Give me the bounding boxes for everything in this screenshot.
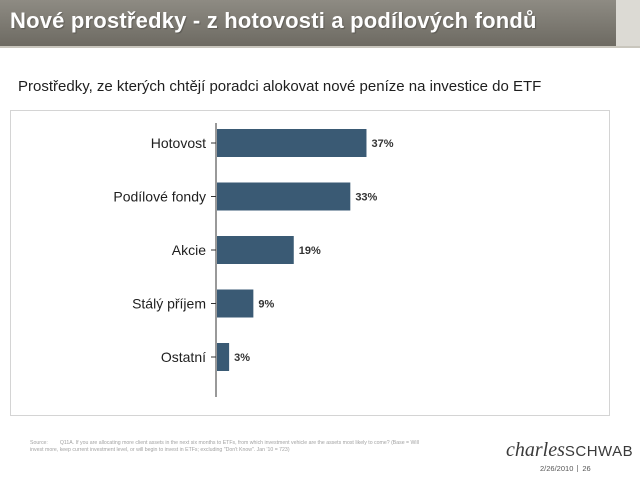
logo-script-text: charles <box>506 439 565 461</box>
page-number: 26 <box>582 464 591 473</box>
bar <box>217 129 367 157</box>
bar <box>217 236 294 264</box>
footer-meta: 2/26/2010 26 <box>540 464 591 473</box>
header-divider <box>0 46 640 48</box>
slide-header: Nové prostředky - z hotovosti a podílový… <box>0 0 616 46</box>
bar <box>217 182 351 211</box>
category-label: Podílové fondy <box>113 189 206 205</box>
data-label: 9% <box>258 299 274 311</box>
bar-chart: Hotovost 37% Podílové fondy 33% Akcie 19% Stál… <box>113 123 394 397</box>
data-label: 19% <box>299 245 321 257</box>
footer-separator <box>577 465 579 472</box>
source-text: Q11A. If you are allocating more client … <box>30 440 419 453</box>
slide-date: 2/26/2010 <box>540 464 574 473</box>
category-label: Akcie <box>172 242 206 258</box>
source-footnote: Source: Q11A. If you are allocating more … <box>30 440 430 453</box>
chart-subtitle: Prostředky, ze kterých chtějí poradci al… <box>18 78 542 95</box>
category-label: Stálý příjem <box>132 296 206 312</box>
header-accent-strip <box>616 0 640 46</box>
slide-title: Nové prostředky - z hotovosti a podílový… <box>10 8 537 33</box>
chart-panel: Hotovost 37% Podílové fondy 33% Akcie 19% Stál… <box>10 110 610 416</box>
data-label: 3% <box>234 352 250 364</box>
bar <box>217 289 254 318</box>
data-label: 33% <box>355 192 377 204</box>
data-label: 37% <box>371 138 393 150</box>
category-label: Ostatní <box>161 349 206 365</box>
category-label: Hotovost <box>151 135 206 151</box>
logo-caps-text: SCHWAB <box>564 443 634 460</box>
source-label: Source: <box>30 440 48 446</box>
bar <box>217 343 230 371</box>
charles-schwab-logo: charlesSCHWAB <box>506 439 633 462</box>
